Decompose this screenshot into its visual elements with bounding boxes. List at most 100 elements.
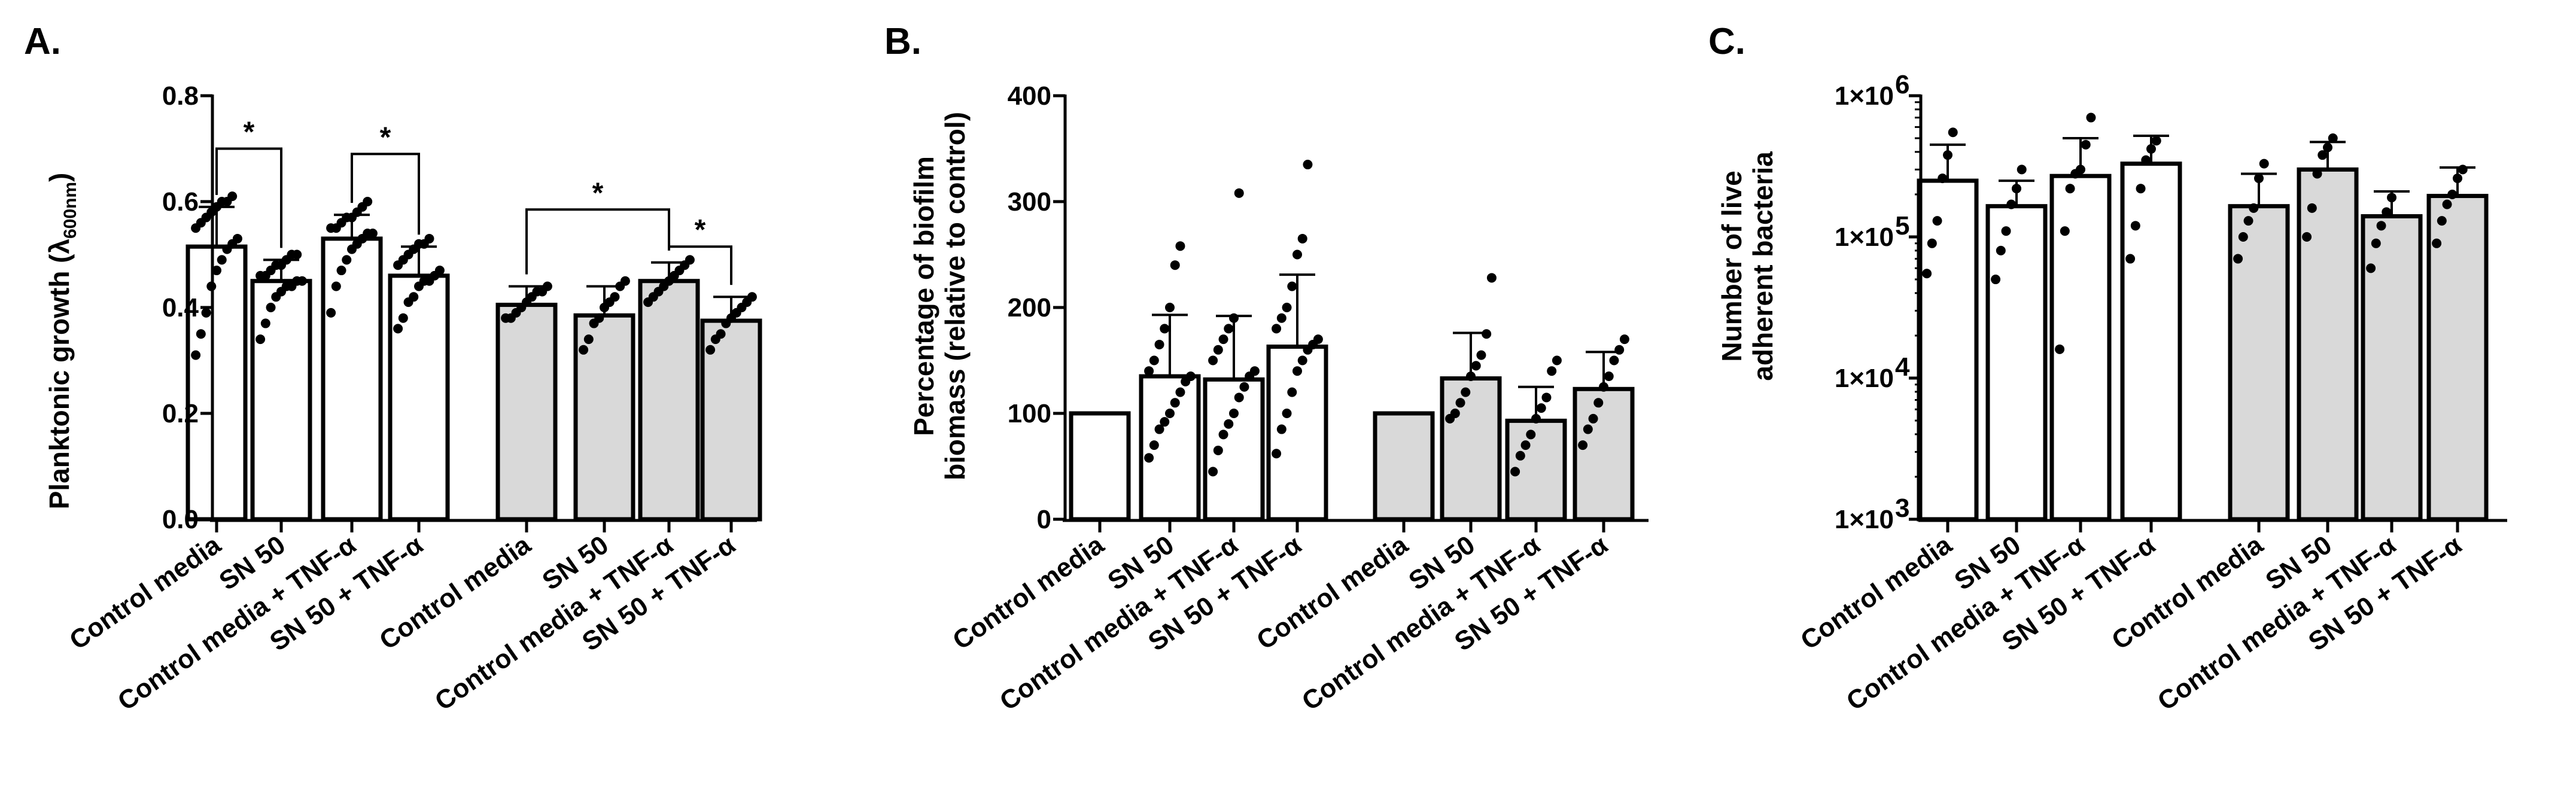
panel-c-y-axis-title-line2: adherent bacteria	[1747, 151, 1778, 381]
data-point	[1160, 417, 1170, 427]
data-point	[1282, 303, 1292, 312]
bar-1	[185, 244, 248, 522]
data-point	[1593, 398, 1604, 408]
data-point	[217, 255, 227, 265]
data-point	[1170, 260, 1180, 270]
bar-7	[638, 279, 700, 522]
data-point	[1486, 273, 1497, 283]
data-point	[594, 313, 604, 323]
bar-7	[2361, 214, 2423, 522]
data-point	[2328, 133, 2338, 144]
data-point	[331, 281, 341, 291]
data-point	[1229, 313, 1239, 323]
data-point	[1948, 127, 1958, 138]
bar-6	[1440, 376, 1502, 522]
data-point	[1466, 371, 1476, 382]
data-point	[1578, 440, 1588, 450]
y-tick-label: 1×10	[1835, 364, 1894, 393]
data-point	[1536, 403, 1546, 413]
bar-2	[1139, 374, 1201, 522]
data-point	[610, 292, 620, 302]
data-point	[434, 266, 445, 276]
data-point	[191, 350, 201, 360]
data-point	[393, 324, 403, 334]
data-point	[2249, 203, 2259, 213]
data-point	[1234, 188, 1244, 198]
y-tick-label: 300	[1008, 187, 1051, 217]
panel-b-label: B.	[884, 21, 921, 62]
significance-bracket	[351, 153, 420, 235]
data-point	[2259, 159, 2269, 169]
bar-5	[495, 303, 558, 522]
data-point	[1175, 241, 1185, 251]
data-point	[2312, 169, 2322, 179]
data-point	[716, 329, 726, 339]
data-point	[1154, 424, 1164, 434]
y-tick-label: 1×10	[1835, 505, 1894, 534]
data-point	[326, 307, 336, 318]
data-point	[2323, 142, 2332, 153]
data-point	[1149, 355, 1159, 366]
data-point	[1224, 324, 1234, 334]
data-point	[2387, 193, 2396, 203]
data-point	[1218, 430, 1228, 440]
significance-label: *	[592, 177, 604, 209]
data-point	[2017, 165, 2027, 175]
data-point	[2001, 226, 2011, 236]
bar-3	[321, 236, 383, 522]
bar-2	[250, 279, 312, 522]
data-point	[336, 266, 346, 276]
data-point	[1208, 355, 1218, 366]
data-point	[1276, 424, 1287, 434]
y-tick-label-exponent: 4	[1895, 352, 1910, 382]
panel-b-y-axis-title-line2: biomass (relative to control)	[939, 112, 971, 480]
data-point	[2233, 254, 2243, 264]
data-point	[2060, 226, 2070, 236]
data-point	[1619, 334, 1629, 345]
data-point	[1996, 245, 2006, 255]
data-point	[1927, 238, 1937, 248]
data-point	[2254, 173, 2264, 184]
y-tick-label-exponent: 5	[1895, 211, 1909, 240]
data-point	[1303, 160, 1313, 170]
data-point	[398, 313, 408, 323]
data-point	[1922, 269, 1932, 279]
data-point	[409, 292, 419, 302]
data-point	[2141, 155, 2151, 165]
panel-c-y-axis-title-line1: Number of live	[1716, 170, 1747, 362]
data-point	[2065, 184, 2075, 194]
data-point	[1510, 467, 1520, 477]
data-point	[227, 191, 238, 202]
data-point	[579, 345, 589, 355]
data-point	[1588, 413, 1598, 424]
data-point	[2437, 216, 2447, 226]
data-point	[1144, 453, 1154, 463]
data-point	[1614, 345, 1625, 355]
significance-label: *	[695, 214, 706, 246]
panel-c: C. Number of live adherent bacteria 1×10…	[1708, 21, 2507, 717]
y-tick-label: 0.4	[162, 293, 199, 322]
bar-4	[388, 273, 450, 522]
data-point	[1292, 249, 1302, 260]
data-point	[1154, 339, 1164, 349]
data-point	[297, 276, 307, 286]
data-point	[2238, 232, 2248, 242]
bar-1	[1069, 411, 1131, 522]
data-point	[747, 292, 757, 302]
data-point	[1185, 371, 1196, 382]
bar-8	[1573, 386, 1635, 522]
data-point	[1515, 450, 1525, 461]
data-point	[2243, 216, 2253, 226]
data-point	[196, 329, 206, 339]
data-point	[1547, 366, 1557, 376]
bar-4	[2120, 162, 2182, 522]
data-point	[583, 334, 594, 345]
data-point	[1160, 324, 1170, 334]
y-tick-label: 0.2	[162, 399, 199, 428]
data-point	[1583, 424, 1593, 434]
y-tick-label: 0.0	[162, 505, 199, 534]
data-point	[620, 276, 630, 286]
data-point	[1482, 329, 1492, 339]
data-point	[1218, 334, 1228, 345]
